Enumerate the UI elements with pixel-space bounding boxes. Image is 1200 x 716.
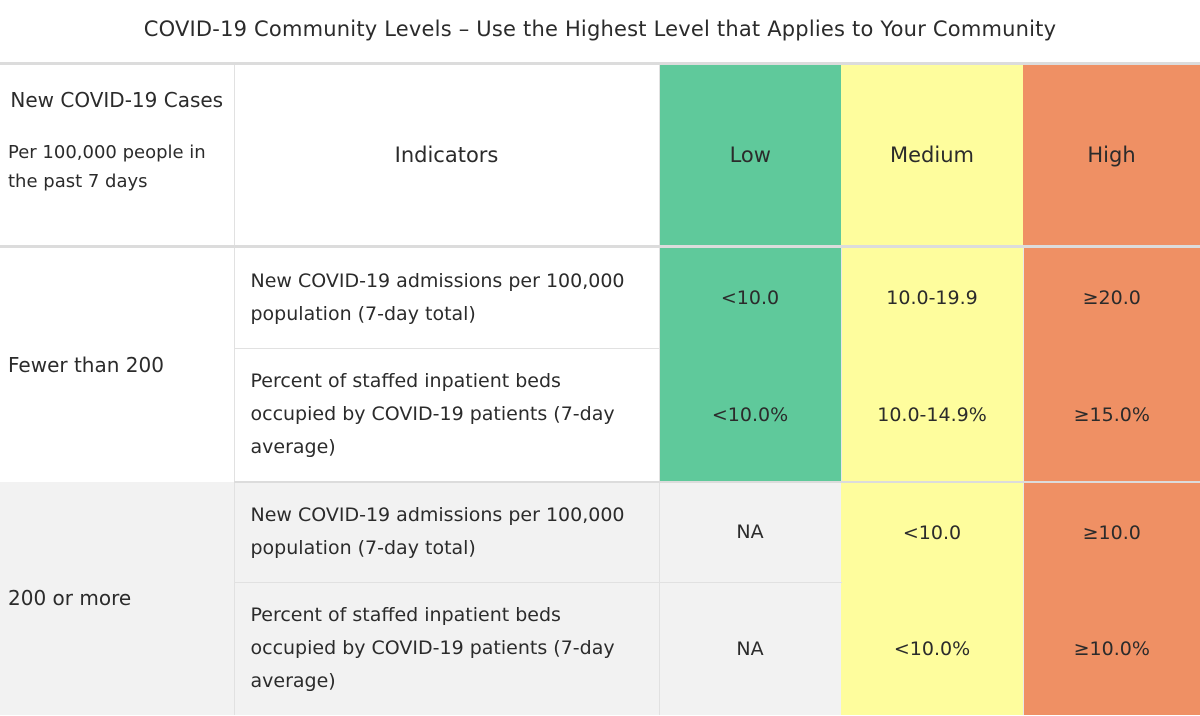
- cases-column-header: New COVID-19 Cases Per 100,000 people in…: [0, 62, 235, 248]
- community-levels-table: New COVID-19 Cases Per 100,000 people in…: [0, 62, 1200, 715]
- medium-value-cell: 10.0-14.9%: [841, 348, 1024, 483]
- high-value-cell: ≥10.0: [1023, 481, 1200, 583]
- table-row: 200 or more New COVID-19 admissions per …: [0, 481, 1200, 715]
- high-value-cell: ≥15.0%: [1023, 348, 1200, 483]
- low-column-header: Low: [659, 62, 841, 248]
- table-row: Percent of staffed inpatient beds occupi…: [0, 348, 1200, 483]
- medium-column-header: Medium: [841, 62, 1023, 248]
- low-value-cell: NA: [659, 481, 841, 583]
- indicator-cell: New COVID-19 admissions per 100,000 popu…: [234, 246, 660, 349]
- table-header-row: New COVID-19 Cases Per 100,000 people in…: [0, 62, 1200, 248]
- indicator-cell: Percent of staffed inpatient beds occupi…: [234, 582, 660, 715]
- high-column-header: High: [1023, 62, 1200, 248]
- high-value-cell: ≥10.0%: [1023, 582, 1200, 715]
- medium-value-cell: 10.0-19.9: [841, 246, 1024, 349]
- low-value-cell: <10.0: [659, 246, 842, 349]
- indicator-cell: New COVID-19 admissions per 100,000 popu…: [234, 481, 660, 583]
- page-title: COVID-19 Community Levels – Use the High…: [143, 17, 1057, 41]
- cases-header-sub: Per 100,000 people in the past 7 days: [8, 142, 206, 192]
- low-value-cell: <10.0%: [659, 348, 842, 483]
- table-row: Percent of staffed inpatient beds occupi…: [0, 582, 1200, 715]
- table-row: Fewer than 200 New COVID-19 admissions p…: [0, 246, 1200, 482]
- medium-value-cell: <10.0: [841, 481, 1024, 583]
- group-label-fewer-than-200: Fewer than 200: [0, 246, 235, 482]
- indicators-column-header: Indicators: [234, 62, 660, 248]
- indicator-cell: Percent of staffed inpatient beds occupi…: [234, 348, 660, 483]
- low-value-cell: NA: [659, 582, 841, 715]
- high-value-cell: ≥20.0: [1023, 246, 1200, 349]
- group-label-200-or-more: 200 or more: [0, 481, 235, 715]
- cases-header-main: New COVID-19 Cases: [10, 88, 224, 112]
- medium-value-cell: <10.0%: [841, 582, 1024, 715]
